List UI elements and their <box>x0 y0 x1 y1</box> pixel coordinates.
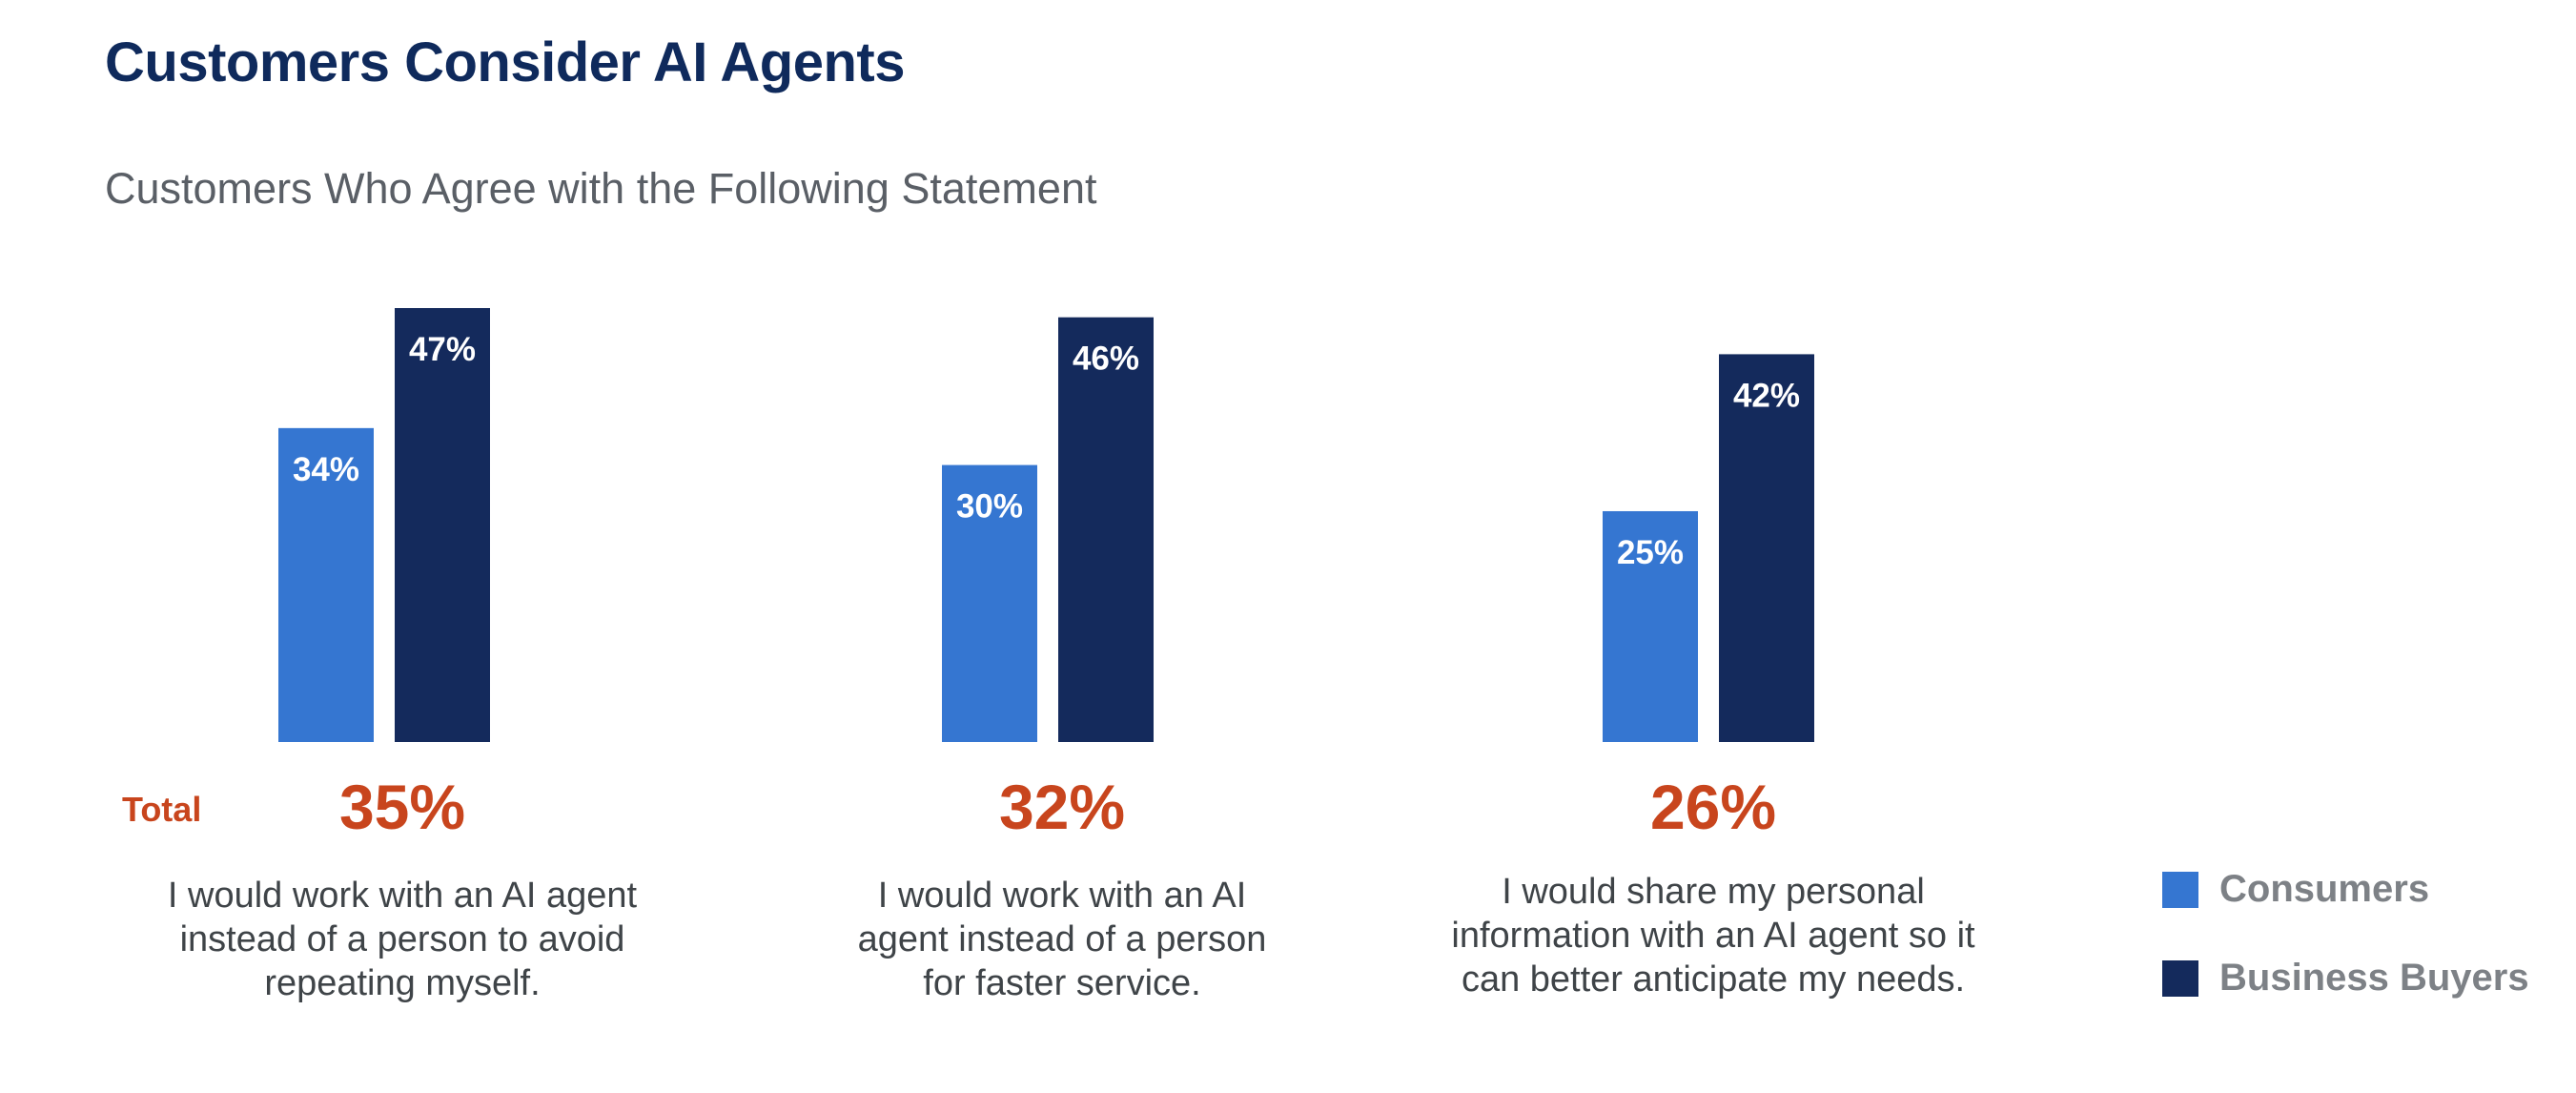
chart-subtitle: Customers Who Agree with the Following S… <box>105 164 1097 213</box>
bar-label-business-buyers-2: 46% <box>1073 340 1139 378</box>
legend-label-business-buyers: Business Buyers <box>2219 957 2529 999</box>
bar-consumers-3 <box>1603 510 1698 742</box>
total-value-2: 32% <box>998 772 1126 842</box>
bar-consumers-1 <box>278 427 374 742</box>
statement-2-line-3: for faster service. <box>923 963 1201 1003</box>
bar-label-consumers-1: 34% <box>293 451 359 488</box>
legend-label-consumers: Consumers <box>2219 868 2430 910</box>
bar-label-business-buyers-1: 47% <box>409 331 476 368</box>
bar-label-consumers-3: 25% <box>1617 534 1684 571</box>
statement-2-line-2: agent instead of a person <box>857 919 1267 959</box>
bar-business-buyers-2 <box>1058 317 1154 742</box>
statement-1-line-2: instead of a person to avoid <box>179 919 625 959</box>
statement-3-line-2: information with an AI agent so it <box>1451 916 1975 956</box>
legend-swatch-consumers <box>2162 872 2198 908</box>
statement-1-line-3: repeating myself. <box>264 963 541 1003</box>
legend-swatch-business-buyers <box>2162 960 2198 997</box>
bar-business-buyers-3 <box>1719 354 1814 742</box>
chart-title: Customers Consider AI Agents <box>105 31 905 93</box>
total-label: Total <box>122 790 202 829</box>
bar-consumers-2 <box>942 464 1037 742</box>
bar-label-business-buyers-3: 42% <box>1733 377 1800 414</box>
statement-2: I would work with an AI agent instead of… <box>767 874 1358 1005</box>
statement-3-line-1: I would share my personal <box>1502 872 1925 912</box>
total-value-3: 26% <box>1649 772 1777 842</box>
bar-business-buyers-1 <box>395 308 490 742</box>
statement-2-line-1: I would work with an AI <box>877 876 1247 916</box>
statement-1-line-1: I would work with an AI agent <box>167 876 638 916</box>
statement-3-line-3: can better anticipate my needs. <box>1461 959 1966 1000</box>
statement-1: I would work with an AI agent instead of… <box>107 874 698 1005</box>
statement-3: I would share my personal information wi… <box>1418 870 2009 1001</box>
total-value-1: 35% <box>338 772 466 842</box>
bar-label-consumers-2: 30% <box>956 488 1023 526</box>
